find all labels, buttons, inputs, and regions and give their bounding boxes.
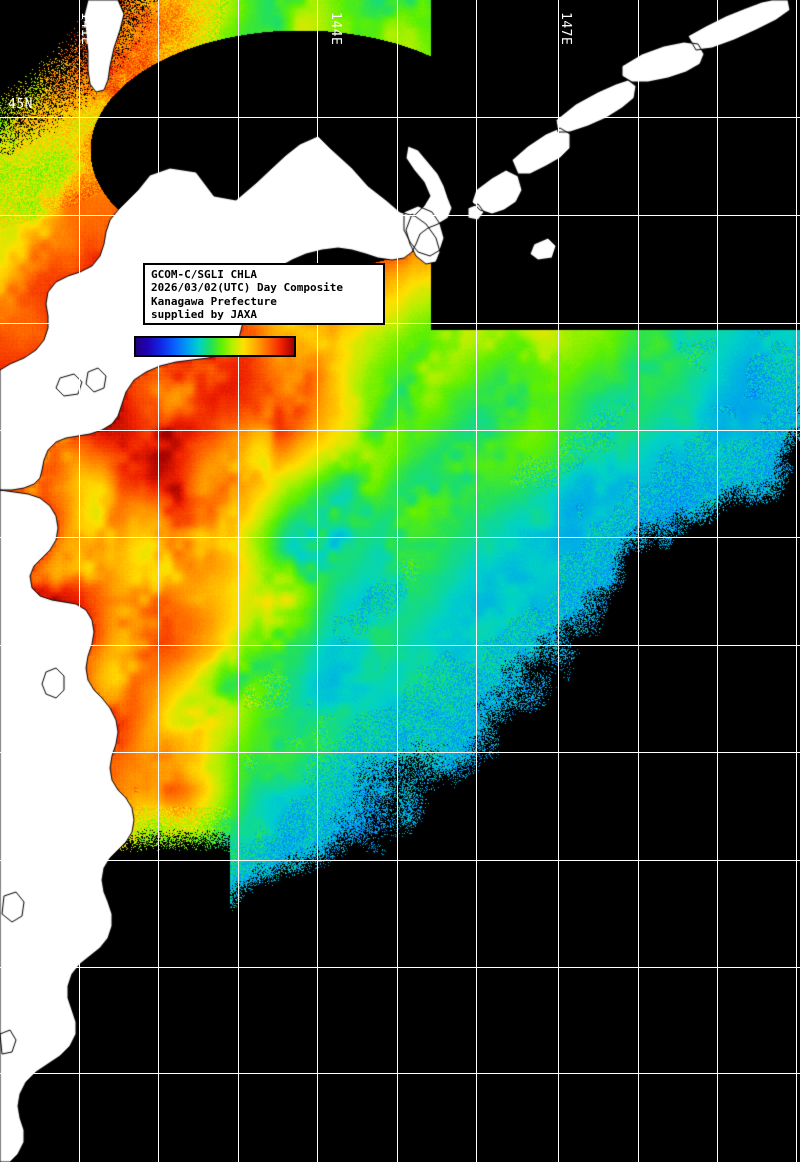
grid-line-horizontal-6 — [0, 752, 800, 753]
grid-line-horizontal-8 — [0, 967, 800, 968]
longitude-label-147e: 147E — [558, 12, 573, 46]
latitude-label-45n: 45N — [8, 97, 33, 112]
grid-line-horizontal-5 — [0, 645, 800, 646]
grid-line-vertical-9 — [796, 0, 797, 1162]
grid-line-vertical-6 — [558, 0, 559, 1162]
grid-line-horizontal-7 — [0, 860, 800, 861]
map-annotation-box: GCOM-C/SGLI CHLA 2026/03/02(UTC) Day Com… — [143, 263, 385, 325]
grid-line-horizontal-2 — [0, 323, 800, 324]
grid-line-horizontal-0 — [0, 117, 800, 118]
grid-line-vertical-7 — [638, 0, 639, 1162]
grid-line-vertical-5 — [476, 0, 477, 1162]
colorbar-gradient — [136, 338, 294, 355]
grid-line-horizontal-3 — [0, 430, 800, 431]
grid-line-vertical-4 — [397, 0, 398, 1162]
colorbar — [134, 336, 296, 357]
longitude-label-144e: 144E — [328, 12, 343, 46]
legend-title-line: GCOM-C/SGLI CHLA — [151, 268, 257, 281]
grid-line-vertical-1 — [158, 0, 159, 1162]
grid-line-horizontal-1 — [0, 215, 800, 216]
legend-date-line: 2026/03/02(UTC) Day Composite — [151, 281, 344, 295]
longitude-label-141e: 141E — [78, 12, 93, 46]
legend-region-line: Kanagawa Prefecture — [151, 294, 277, 308]
grid-line-horizontal-4 — [0, 537, 800, 538]
grid-line-vertical-8 — [717, 0, 718, 1162]
grid-line-vertical-3 — [317, 0, 318, 1162]
grid-line-vertical-0 — [79, 0, 80, 1162]
legend-credit-line: supplied by JAXA — [151, 308, 257, 322]
grid-line-vertical-2 — [238, 0, 239, 1162]
grid-line-horizontal-9 — [0, 1073, 800, 1074]
